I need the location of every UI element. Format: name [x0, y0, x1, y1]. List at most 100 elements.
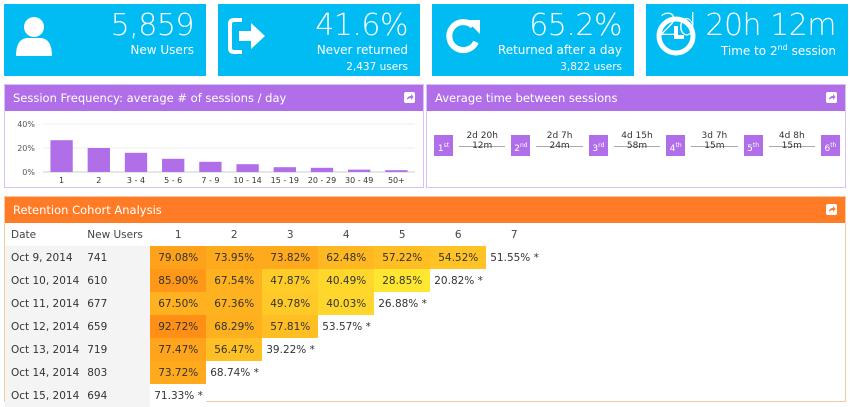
session-steps: 1st 2d 20h 12m 2nd 2d 7h 24m 3rd 4d 15h 58m 4t…	[434, 131, 840, 157]
cohort-new-users: 677	[79, 292, 151, 315]
retention-cell: 49.78%	[262, 292, 319, 315]
x-tick-label: 15 - 19	[271, 176, 299, 185]
header-row: Date New Users 1 2 3 4 5 6 7	[5, 223, 542, 246]
panel-title: Session Frequency: average # of sessions…	[13, 91, 287, 105]
session-frequency-panel: Session Frequency: average # of sessions…	[4, 84, 424, 188]
x-tick-label: 2	[96, 176, 101, 185]
kpi-time-to-second-session: 2d 20h 12m Time to 2nd session	[646, 4, 848, 76]
retention-cell: 47.87%	[262, 269, 319, 292]
kpi-label: Never returned	[316, 43, 408, 57]
panel-header: Average time between sessions	[427, 85, 845, 111]
table-row: Oct 10, 2014 610 85.90% 67.54% 47.87% 40.49% 2…	[5, 269, 542, 292]
retention-cell: 56.47%	[206, 338, 263, 361]
retention-cell: 54.52%	[430, 246, 487, 269]
session-step: 5th	[743, 135, 763, 156]
retention-cell: 28.85%	[374, 269, 431, 292]
table-row: Oct 14, 2014 803 73.72% 68.74% *	[5, 361, 542, 384]
column-header: 3	[286, 228, 294, 241]
x-tick-label: 30 - 49	[345, 176, 373, 185]
kpi-value: 41.6%	[315, 8, 408, 43]
bar[interactable]	[50, 140, 73, 172]
panel-title: Average time between sessions	[435, 91, 618, 105]
retention-cell: 57.22%	[374, 246, 431, 269]
bar[interactable]	[273, 167, 296, 172]
kpi-returned-after-day: 65.2% Returned after a day 3,822 users	[432, 4, 634, 76]
column-header: 4	[342, 228, 350, 241]
cohort-table: Date New Users 1 2 3 4 5 6 7 Oct 9, 2014 741 79.08%…	[5, 223, 543, 407]
kpi-label: Time to 2nd session	[720, 43, 836, 58]
retention-cell-partial: 20.82% *	[430, 269, 487, 292]
retention-cell: 67.36%	[206, 292, 263, 315]
x-tick-label: 20 - 29	[308, 176, 336, 185]
kpi-never-returned: 41.6% Never returned 2,437 users	[218, 4, 420, 76]
x-tick-label: 5 - 6	[164, 176, 182, 185]
retention-cell: 77.47%	[150, 338, 207, 361]
retention-cell: 85.90%	[150, 269, 207, 292]
column-header: Date	[5, 223, 80, 246]
kpi-value: 2d 20h 12m	[659, 8, 836, 43]
kpi-value: 65.2%	[529, 8, 622, 43]
cohort-new-users: 719	[79, 338, 151, 361]
bar[interactable]	[199, 161, 222, 172]
bar[interactable]	[87, 148, 110, 172]
gap-duration: 3d 7h 15m	[691, 131, 738, 151]
kpi-new-users: 5,859 New Users	[4, 4, 206, 76]
x-tick-label: 10 - 14	[233, 176, 261, 185]
share-icon[interactable]	[404, 92, 415, 103]
retention-cell-partial: 53.57% *	[318, 315, 375, 338]
column-header: 1	[174, 228, 182, 241]
table-row: Oct 11, 2014 677 67.50% 67.36% 49.78% 40.03% 2…	[5, 292, 542, 315]
session-step: 1st	[434, 135, 453, 156]
cohort-new-users: 694	[79, 384, 151, 407]
table-row: Oct 13, 2014 719 77.47% 56.47% 39.22% *	[5, 338, 542, 361]
y-tick-label: 20%	[17, 144, 35, 153]
retention-cell-partial: 26.88% *	[374, 292, 431, 315]
clock-icon	[656, 16, 696, 56]
cohort-date: Oct 14, 2014	[5, 361, 80, 384]
gap-duration: 4d 8h 15m	[768, 131, 815, 151]
cohort-new-users: 803	[79, 361, 151, 384]
share-icon[interactable]	[826, 204, 837, 215]
bar[interactable]	[236, 164, 259, 172]
gap-duration: 4d 15h 58m	[613, 131, 661, 151]
x-tick-label: 1	[59, 176, 64, 185]
kpi-label: Returned after a day	[497, 43, 622, 57]
bar[interactable]	[162, 158, 185, 172]
retention-cell-partial: 71.33% *	[150, 384, 207, 407]
kpi-sub: 2,437 users	[346, 61, 408, 73]
panel-header: Retention Cohort Analysis	[5, 197, 845, 223]
bar[interactable]	[348, 169, 371, 172]
gap-duration: 2d 7h 24m	[536, 131, 583, 151]
table-row: Oct 9, 2014 741 79.08% 73.95% 73.82% 62.48% 57…	[5, 246, 543, 269]
column-header: 5	[398, 228, 406, 241]
cohort-date: Oct 12, 2014	[5, 315, 80, 338]
bar[interactable]	[310, 167, 334, 172]
share-icon[interactable]	[826, 92, 837, 103]
retention-cell: 68.29%	[206, 315, 263, 338]
x-tick-label: 3 - 4	[127, 176, 145, 185]
panel-title: Retention Cohort Analysis	[13, 203, 162, 217]
avg-time-panel: Average time between sessions 1st 2d 20h …	[426, 84, 846, 188]
y-tick-label: 40%	[17, 120, 35, 129]
retention-cell-partial: 39.22% *	[262, 338, 319, 361]
column-header: 2	[230, 228, 238, 241]
column-header: New Users	[79, 223, 151, 246]
gap-duration: 2d 20h 12m	[459, 131, 506, 151]
bar[interactable]	[124, 152, 148, 172]
cohort-date: Oct 11, 2014	[5, 292, 80, 315]
retention-cell: 73.82%	[262, 246, 319, 269]
y-tick-label: 0%	[22, 168, 35, 177]
retention-cell: 67.54%	[206, 269, 263, 292]
cohort-panel: Retention Cohort Analysis Date New Users 1…	[4, 196, 846, 407]
retention-cell: 57.81%	[262, 315, 319, 338]
cohort-new-users: 610	[79, 269, 151, 292]
cohort-date: Oct 10, 2014	[5, 269, 80, 292]
column-header: 7	[510, 228, 518, 241]
retention-cell: 62.48%	[318, 246, 375, 269]
cohort-new-users: 659	[79, 315, 151, 338]
bar[interactable]	[385, 170, 408, 172]
kpi-sub: 3,822 users	[560, 61, 622, 73]
session-step: 3rd	[588, 135, 608, 156]
refresh-icon	[446, 19, 480, 54]
table-row: Oct 12, 2014 659 92.72% 68.29% 57.81% 53.57% …	[5, 315, 542, 338]
